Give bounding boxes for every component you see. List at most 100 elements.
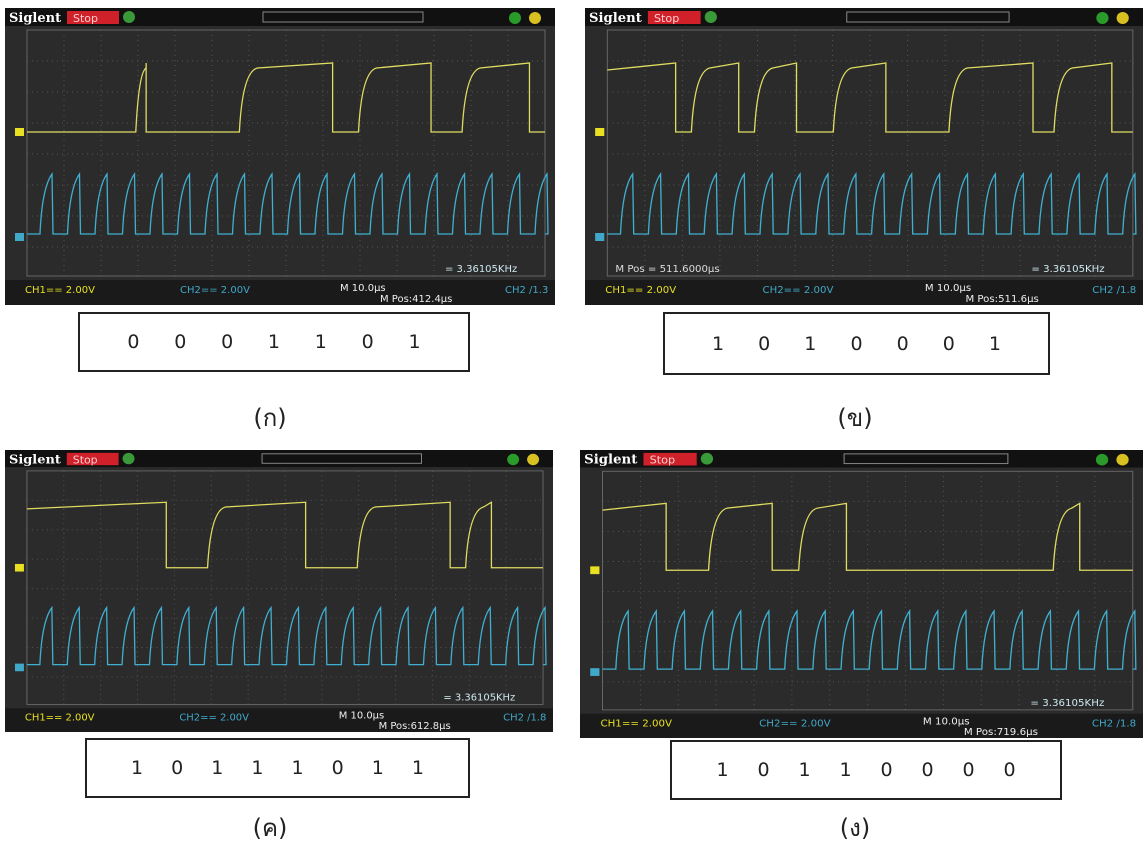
screen-bg [5, 8, 555, 305]
icon [1116, 453, 1129, 466]
trigger: CH2 /1.8 [1092, 285, 1136, 296]
icon [1096, 12, 1109, 24]
ch2-scale: CH2== 2.00V [759, 719, 831, 730]
bit: 1 [798, 759, 811, 781]
caption: (ง) [839, 814, 871, 842]
ch1-trace [607, 62, 1133, 133]
ch2-marker [595, 233, 605, 241]
ch1-scale: CH1== 2.00V [600, 719, 672, 730]
bit-sequence: 1 0 1 1 1 0 1 1 [85, 738, 470, 798]
scope-display: Siglent Stop = 3.36105KHz M Pos = 511.6000μ… [585, 8, 1143, 305]
bit: 1 [804, 332, 817, 355]
status: Stop [654, 12, 679, 25]
mpos: M Pos:511.6μs [965, 294, 1038, 305]
graticule [606, 29, 1134, 277]
bit: 0 [921, 759, 934, 781]
bit: 1 [131, 757, 144, 779]
bit: 1 [211, 757, 224, 779]
bit: 0 [757, 759, 770, 781]
trigger: CH2 /1.3 [505, 285, 548, 296]
ch2-scale: CH2== 2.00V [180, 285, 250, 296]
ch2-marker [590, 668, 600, 676]
status: Stop [73, 12, 98, 25]
timebase: M 10.0μs [925, 283, 971, 294]
scope-display: Siglent Stop = 3.36105KHz CH1== 2.00V CH2== … [5, 450, 553, 732]
ch1-trace [27, 62, 545, 133]
ch1-marker [14, 563, 24, 572]
bit: 0 [171, 757, 184, 779]
icon [509, 12, 521, 24]
frequency: = 3.36105KHz [1031, 264, 1104, 275]
timebase: M 10.0μs [923, 717, 970, 728]
icon [122, 452, 135, 465]
bottom-bar [585, 280, 1143, 305]
bit: 1 [314, 331, 327, 353]
memory-bar [262, 11, 424, 23]
trigger: CH2 /1.8 [1092, 719, 1136, 730]
bit: 0 [942, 332, 955, 355]
ch1-scale: CH1== 2.00V [605, 285, 676, 296]
scope-display: Siglent Stop = 3.36105KHz CH1== 2.00V CH2== … [580, 450, 1143, 738]
memory-bar [843, 453, 1009, 465]
mpos: M Pos:612.8μs [379, 721, 451, 732]
icon [704, 11, 717, 23]
oscilloscope-screen: Siglent Stop = 3.36105KHz M Pos = 511.6000μ… [585, 8, 1143, 305]
frequency: = 3.36105KHz [443, 693, 515, 704]
graticule [26, 470, 544, 705]
ch1-trace [602, 502, 1133, 571]
ch2-scale: CH2== 2.00V [763, 285, 834, 296]
graticule [602, 470, 1134, 711]
mpos: M Pos:719.6μs [964, 727, 1038, 738]
icon [123, 11, 135, 23]
ch1-marker [595, 128, 605, 136]
trigger: CH2 /1.8 [503, 713, 546, 724]
ch1-trace [26, 501, 544, 569]
bit: 0 [962, 759, 975, 781]
bit-sequence: 1 0 1 1 0 0 0 0 [670, 740, 1062, 800]
icon [527, 453, 540, 466]
oscilloscope-screen: Siglent Stop = 3.36105KHz CH1== 2.00V CH2== … [5, 450, 553, 732]
icon [1116, 12, 1129, 24]
bottom-bar [580, 713, 1143, 738]
top-bar [5, 450, 553, 468]
bottom-bar [5, 280, 555, 305]
ch1-scale: CH1== 2.00V [25, 285, 95, 296]
oscilloscope-screen: Siglent Stop = 3.36105KHz CH1== 2.00V CH2== … [580, 450, 1143, 738]
status-box [67, 11, 119, 24]
screen-bg [5, 450, 553, 732]
status: Stop [73, 454, 98, 467]
memory-bar [846, 11, 1010, 23]
status-box [647, 11, 701, 24]
ch1-marker [590, 566, 600, 575]
scope-display: Siglent Stop = 3.36105KHz CH1== 2.00V CH2== … [5, 8, 555, 305]
icon [700, 452, 714, 465]
bit-sequence: 0 0 0 1 1 0 1 [78, 312, 470, 372]
oscilloscope-screen: Siglent Stop = 3.36105KHz CH1== 2.00V CH2== … [5, 8, 555, 305]
status-box [66, 452, 119, 466]
status-box [643, 452, 697, 466]
ch2-trace [27, 172, 549, 235]
bit: 1 [839, 759, 852, 781]
brand: Siglent [9, 11, 61, 26]
ch2-marker [14, 663, 24, 672]
bit: 1 [291, 757, 304, 779]
bit: 1 [267, 331, 280, 353]
brand: Siglent [584, 453, 637, 468]
frequency: = 3.36105KHz [1030, 698, 1104, 709]
bit: 0 [331, 757, 344, 779]
bit: 1 [712, 332, 725, 355]
bit: 0 [880, 759, 893, 781]
ch2-trace [26, 605, 547, 666]
caption: (ค) [252, 814, 288, 842]
status: Stop [650, 454, 676, 467]
ch2-scale: CH2== 2.00V [179, 713, 249, 724]
bit: 0 [221, 331, 234, 353]
bit: 0 [1003, 759, 1016, 781]
bit: 0 [758, 332, 771, 355]
bit: 1 [411, 757, 424, 779]
bit: 0 [174, 331, 187, 353]
caption: (ก) [253, 404, 287, 432]
ch2-trace [602, 609, 1137, 670]
bit: 1 [716, 759, 729, 781]
